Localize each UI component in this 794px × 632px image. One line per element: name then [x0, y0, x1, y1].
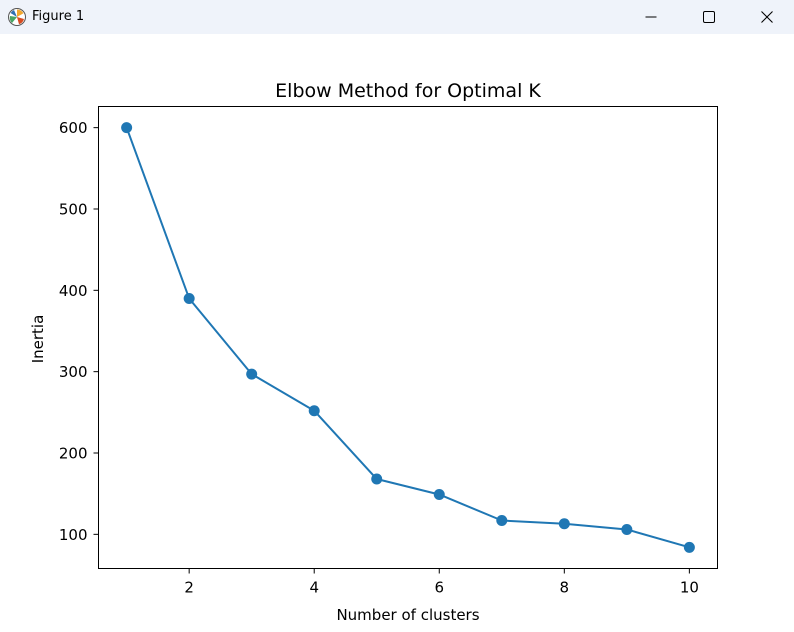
x-axis-label: Number of clusters: [336, 606, 479, 624]
x-tick-label: 2: [184, 579, 194, 597]
data-point: [246, 368, 258, 380]
axes-frame: [98, 106, 718, 569]
y-tick-label: 500: [59, 200, 88, 218]
y-tick-label: 400: [59, 282, 88, 300]
window-title: Figure 1: [32, 9, 85, 24]
maximize-icon: [703, 11, 715, 23]
data-point: [558, 518, 570, 530]
data-point: [308, 405, 320, 417]
line-chart: Elbow Method for Optimal K 2 4 6 8 10 100 200 3…: [29, 80, 718, 624]
y-tick-label: 600: [59, 119, 88, 137]
x-tick-label: 4: [309, 579, 319, 597]
y-tick-label: 300: [59, 363, 88, 381]
y-tick-label: 200: [59, 445, 88, 463]
figure-canvas: Elbow Method for Optimal K 2 4 6 8 10 100 200 3…: [0, 34, 794, 632]
plot-area: 2 4 6 8 10 100 200 300 400 500 600: [59, 106, 718, 597]
series-line: [125, 127, 690, 549]
y-tick-label: 100: [59, 526, 88, 544]
minimize-button[interactable]: [622, 0, 680, 34]
data-point: [371, 473, 383, 485]
data-point: [496, 515, 508, 527]
maximize-button[interactable]: [680, 0, 738, 34]
data-point: [621, 523, 633, 535]
x-tick-label: 8: [560, 579, 570, 597]
y-axis-label: Inertia: [29, 315, 47, 364]
data-point: [183, 292, 195, 304]
matplotlib-logo-icon: [8, 8, 26, 26]
minimize-icon: [645, 16, 657, 18]
close-icon: [761, 11, 773, 23]
chart-title: Elbow Method for Optimal K: [275, 80, 541, 102]
data-point: [433, 488, 445, 500]
data-point: [121, 122, 133, 134]
window-titlebar[interactable]: Figure 1: [0, 0, 794, 34]
x-tick-label: 6: [434, 579, 444, 597]
x-tick-label: 10: [680, 579, 699, 597]
data-point: [683, 541, 695, 553]
close-button[interactable]: [738, 0, 794, 34]
